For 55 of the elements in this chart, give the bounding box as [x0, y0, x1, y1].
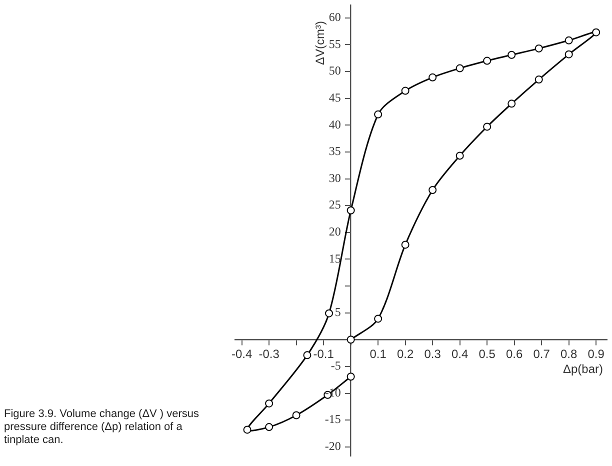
point [564, 36, 573, 44]
point [265, 423, 274, 432]
point [374, 110, 382, 118]
x-tick-label: 0.6 [506, 347, 524, 362]
x-axis-title: Δp(bar) [562, 362, 603, 376]
y-tick-label: -15 [324, 412, 341, 426]
point [534, 76, 543, 84]
point [346, 206, 355, 214]
point [265, 399, 274, 408]
y-tick-label: 45 [328, 90, 341, 104]
point [401, 86, 410, 95]
point [564, 50, 573, 58]
point [483, 122, 492, 131]
point [534, 44, 543, 52]
point [592, 28, 600, 36]
x-tick-label: 0.8 [560, 347, 578, 362]
y-tick-label: 60 [328, 10, 341, 24]
x-tick-label: 0.3 [424, 347, 442, 362]
point [346, 372, 355, 381]
y-tick-label: 40 [328, 117, 341, 132]
x-tick-label: -0.3 [258, 347, 280, 362]
y-tick-label: 15 [328, 251, 341, 266]
y-tick-label: 25 [328, 198, 341, 212]
point [483, 56, 492, 65]
point [508, 50, 516, 59]
y-tick-label: -5 [330, 358, 341, 373]
x-tick-label: 0.5 [478, 347, 496, 362]
point [346, 336, 355, 344]
point [508, 100, 516, 108]
point [374, 314, 382, 323]
point [428, 186, 437, 194]
y-tick-label: -20 [324, 439, 341, 454]
x-tick-label: -0.4 [231, 347, 252, 362]
point [401, 240, 410, 249]
x-tick-label: 0.2 [396, 347, 414, 362]
y-tick-label: 50 [328, 64, 341, 78]
x-tick-label: -0.1 [313, 347, 334, 362]
point [303, 351, 312, 360]
y-tick-label: 20 [328, 224, 341, 239]
caption: Figure 3.9. Volume change (ΔV ) versus pressure difference (Δp) relation of a tinplate can. [4, 408, 200, 447]
y-tick-label: 30 [328, 170, 341, 185]
point [243, 426, 252, 434]
point [428, 73, 437, 82]
y-axis-title: ΔV(cm³) [313, 20, 328, 66]
x-tick-label: 0.9 [588, 347, 605, 362]
y-tick-label: 55 [328, 36, 341, 51]
point [456, 152, 464, 160]
point [325, 309, 334, 318]
point [456, 64, 464, 72]
y-tick-label: 5 [334, 304, 341, 319]
y-tick-label: 35 [328, 144, 341, 158]
x-tick-label: 0.7 [533, 347, 550, 362]
x-tick-label: 0.4 [451, 347, 468, 362]
point [292, 411, 300, 420]
x-tick-label: 0.1 [370, 347, 387, 362]
